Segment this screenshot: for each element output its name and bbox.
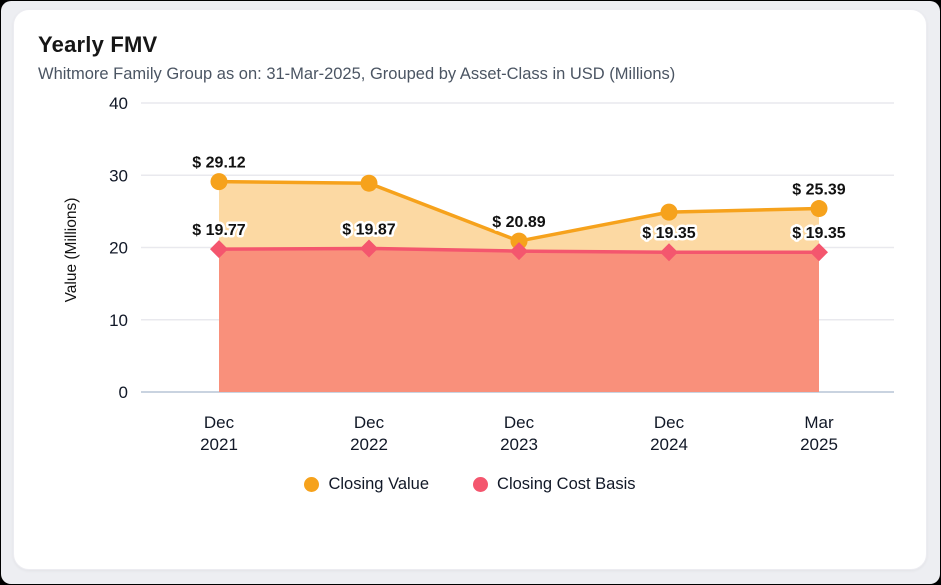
- data-label-closing-value: $ 20.89: [492, 214, 545, 231]
- marker-closing-cost-basis-dec-2024[interactable]: [660, 243, 678, 262]
- data-label-closing-cost-basis: $ 19.35: [642, 225, 695, 242]
- data-label-closing-cost-basis: $ 19.87: [342, 221, 395, 238]
- y-tick-label: 40: [109, 94, 128, 113]
- marker-closing-cost-basis-dec-2022[interactable]: [360, 239, 378, 258]
- chart-area: 0 10 20 30 40 Value (Millions) $ 29.12 $ 20.89 $…: [34, 86, 926, 463]
- marker-closing-value-mar-2025[interactable]: [810, 200, 828, 218]
- fmv-area-chart: 0 10 20 30 40 Value (Millions) $ 29.12 $ 20.89 $…: [63, 94, 894, 454]
- marker-closing-value-dec-2024[interactable]: [660, 203, 678, 221]
- data-label-closing-value: $ 25.39: [792, 182, 845, 199]
- x-tick-label-year: 2022: [350, 435, 388, 454]
- x-tick-label-year: 2024: [650, 435, 688, 454]
- legend-dot-icon: [473, 477, 489, 492]
- chart-title: Yearly FMV: [38, 32, 158, 57]
- legend-dot-icon: [304, 477, 320, 492]
- x-tick-label-month: Dec: [654, 413, 685, 432]
- marker-closing-cost-basis-mar-2025[interactable]: [810, 243, 828, 262]
- y-axis-title: Value (Millions): [63, 198, 80, 303]
- chart-card: Yearly FMV Whitmore Family Group as on: …: [13, 9, 927, 570]
- marker-closing-cost-basis-dec-2023[interactable]: [510, 242, 528, 261]
- x-tick-label-year: 2021: [200, 435, 238, 454]
- area-closing-cost-basis: [219, 248, 819, 392]
- x-tick-label-month: Dec: [504, 413, 535, 432]
- marker-closing-value-dec-2022[interactable]: [360, 174, 378, 192]
- legend-label: Closing Cost Basis: [497, 475, 636, 493]
- y-tick-label: 10: [109, 311, 128, 330]
- x-tick-label-year: 2023: [500, 435, 538, 454]
- marker-closing-cost-basis-dec-2021[interactable]: [210, 240, 228, 259]
- x-tick-label-month: Dec: [354, 413, 385, 432]
- y-tick-label: 30: [109, 166, 128, 185]
- y-tick-label: 0: [119, 383, 128, 402]
- legend-item-closing-value[interactable]: Closing Value: [304, 475, 429, 494]
- chart-legend: Closing Value Closing Cost Basis: [14, 475, 926, 494]
- data-label-closing-value: $ 29.12: [192, 155, 245, 172]
- marker-closing-value-dec-2021[interactable]: [210, 173, 228, 191]
- chart-subtitle: Whitmore Family Group as on: 31-Mar-2025…: [38, 65, 676, 83]
- legend-item-closing-cost-basis[interactable]: Closing Cost Basis: [473, 475, 636, 494]
- data-label-closing-cost-basis: $ 19.35: [792, 225, 845, 242]
- legend-label: Closing Value: [328, 475, 430, 493]
- x-tick-label-year: 2025: [800, 435, 838, 454]
- x-tick-label-month: Mar: [804, 413, 834, 432]
- marker-closing-value-dec-2023[interactable]: [510, 232, 528, 250]
- y-tick-label: 20: [109, 239, 128, 258]
- x-tick-label-month: Dec: [204, 413, 235, 432]
- data-label-closing-cost-basis: $ 19.77: [192, 222, 245, 239]
